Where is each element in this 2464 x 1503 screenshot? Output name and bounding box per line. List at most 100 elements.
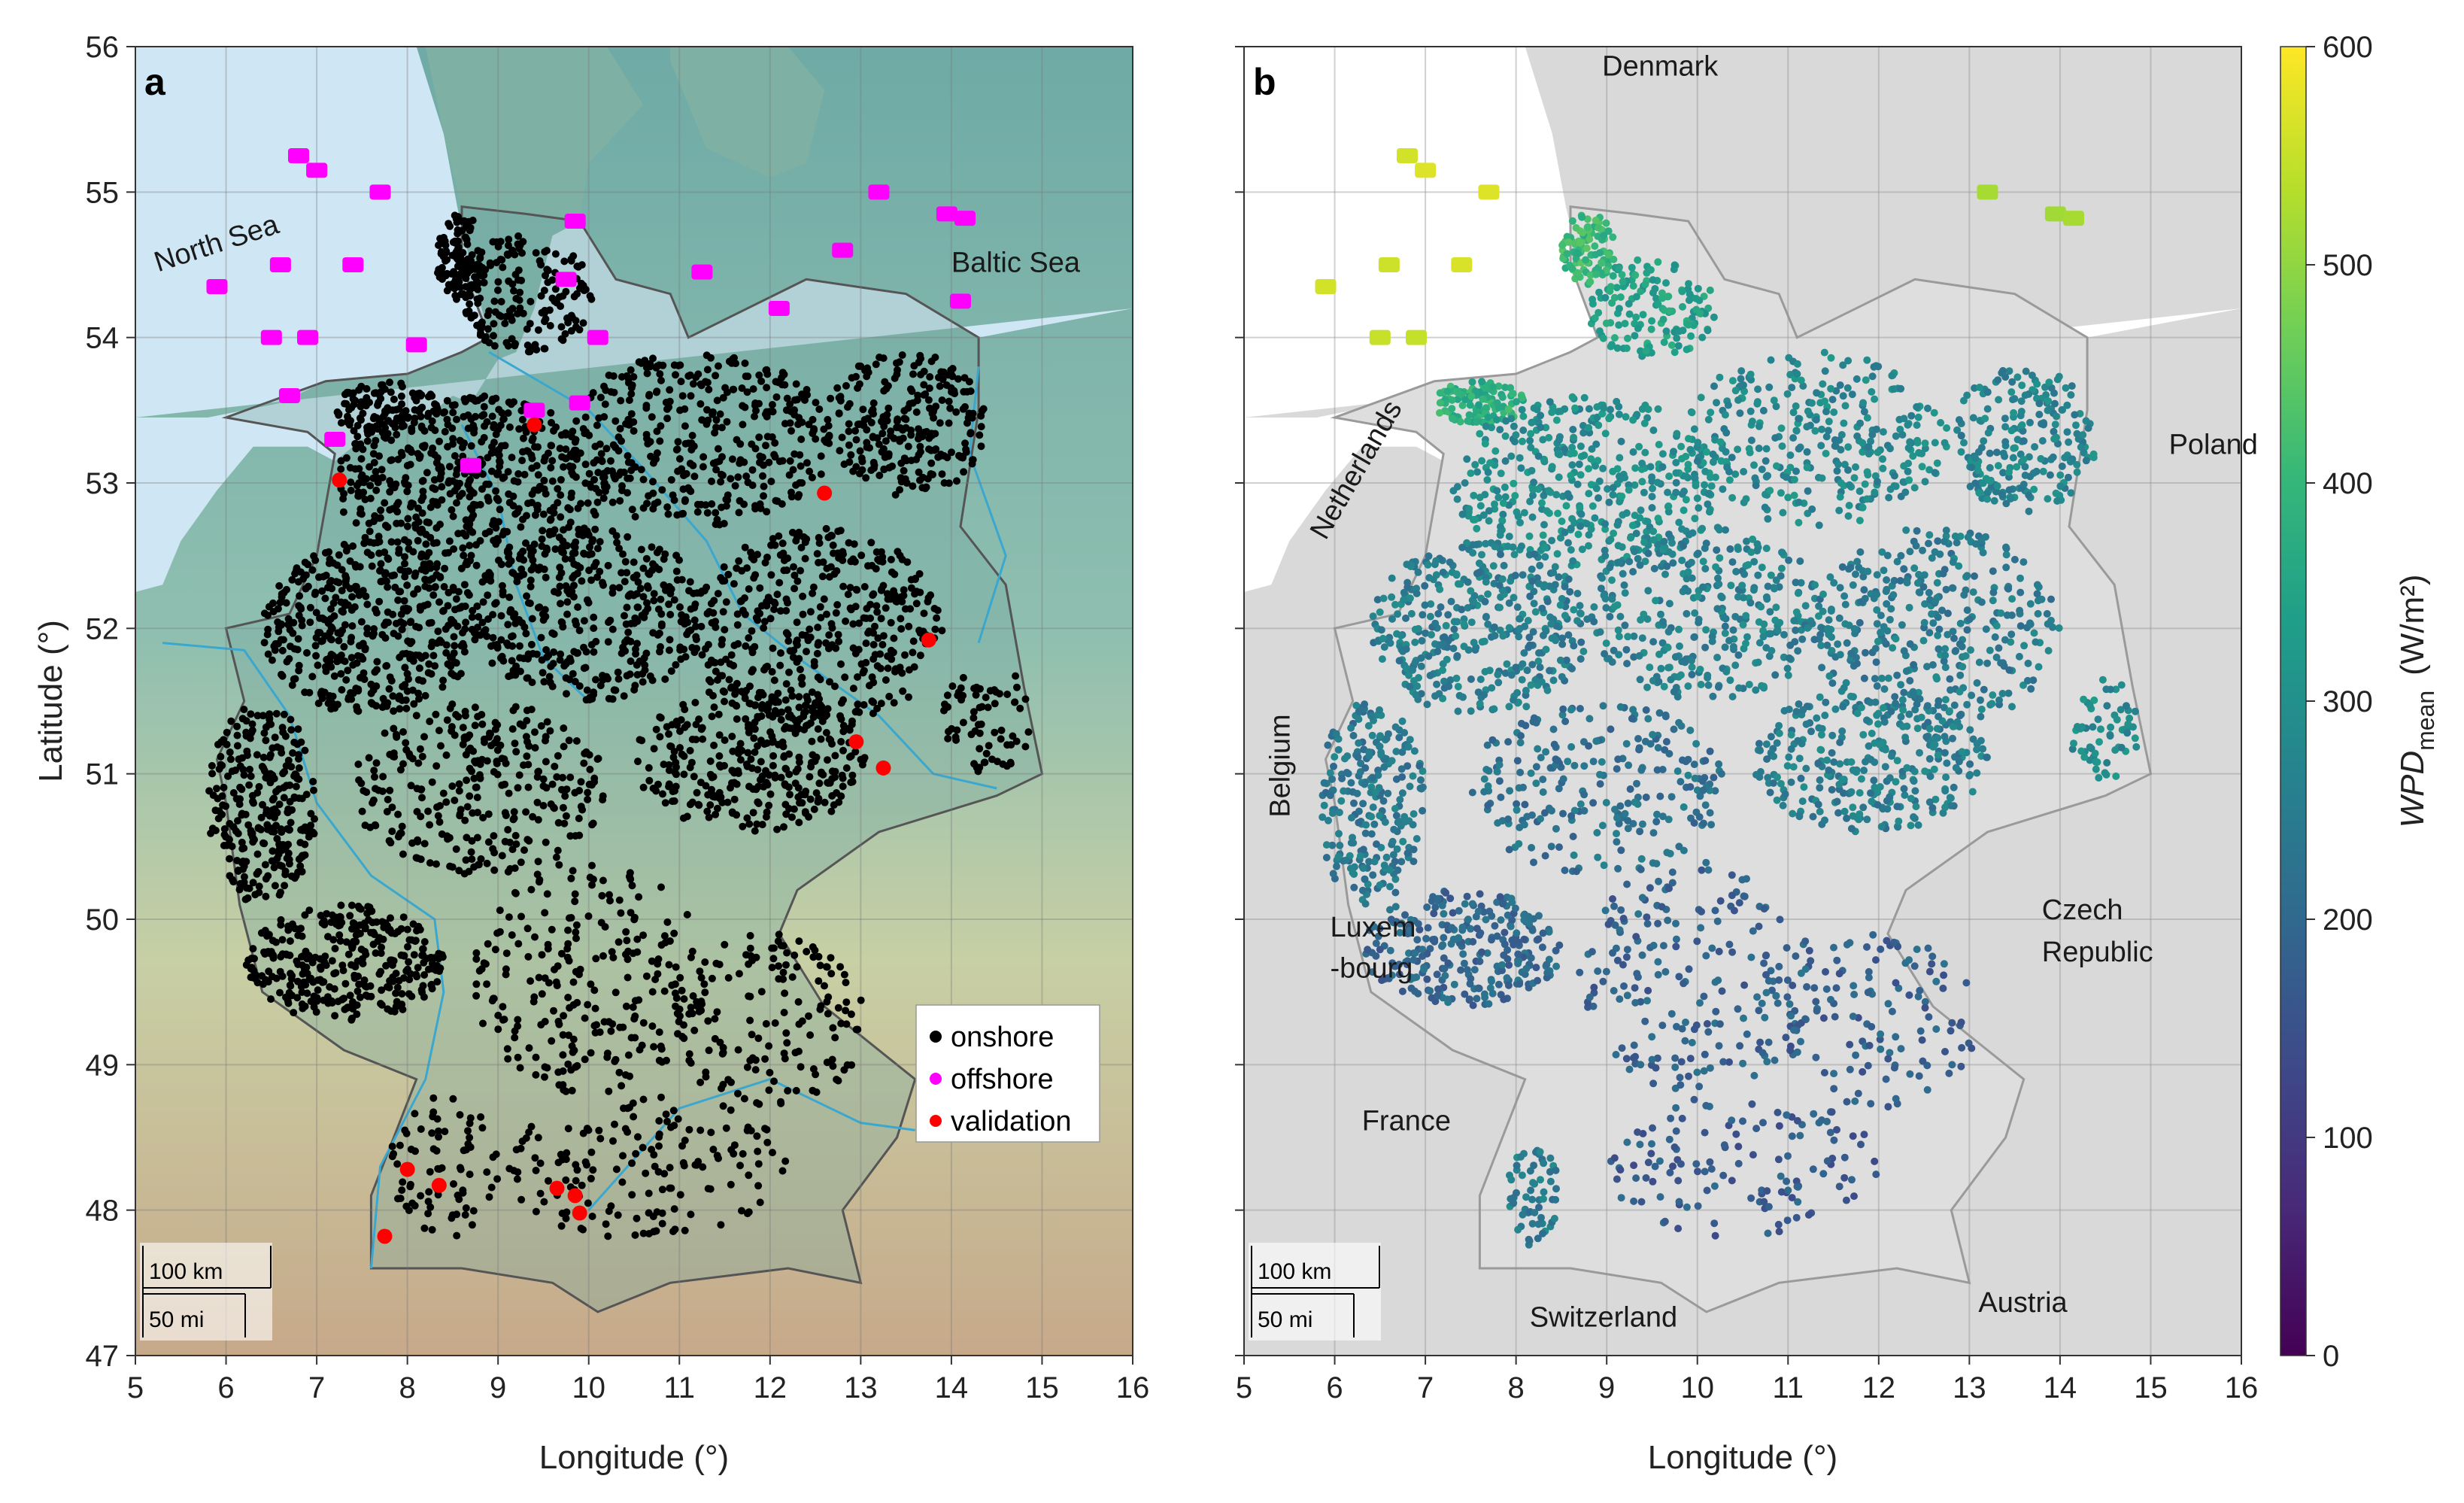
- onshore-point: [520, 846, 528, 855]
- onshore-point: [648, 676, 657, 685]
- onshore-point: [259, 753, 268, 761]
- onshore-point: [650, 597, 658, 605]
- onshore-point: [436, 572, 445, 581]
- onshore-point: [699, 1163, 707, 1171]
- onshore-point: [448, 619, 456, 627]
- onshore-point: [874, 555, 882, 563]
- onshore-point: [765, 1086, 773, 1095]
- onshore-point: [444, 602, 452, 610]
- onshore-point: [528, 490, 536, 498]
- onshore-point: [674, 1115, 682, 1123]
- onshore-point: [954, 691, 962, 700]
- onshore-point: [441, 427, 449, 436]
- onshore-point: [912, 600, 921, 608]
- onshore-point: [425, 576, 433, 584]
- onshore-point: [614, 668, 622, 676]
- onshore-point: [548, 925, 556, 934]
- map-label: Baltic Sea: [951, 247, 1081, 279]
- onshore-point: [484, 325, 492, 333]
- onshore-point: [571, 543, 579, 551]
- onshore-point: [782, 406, 790, 414]
- onshore-point: [411, 937, 420, 945]
- onshore-point: [459, 1189, 467, 1197]
- onshore-point: [584, 795, 592, 803]
- onshore-point: [611, 686, 620, 694]
- onshore-point: [493, 470, 501, 478]
- onshore-point: [437, 742, 445, 750]
- onshore-point: [708, 773, 716, 782]
- onshore-point: [336, 937, 344, 945]
- onshore-point: [820, 595, 828, 603]
- onshore-point: [741, 610, 749, 618]
- onshore-point: [472, 397, 480, 405]
- onshore-point: [248, 720, 256, 728]
- onshore-point: [855, 420, 863, 428]
- onshore-point: [401, 681, 409, 689]
- onshore-point: [863, 372, 871, 381]
- onshore-point: [991, 700, 999, 708]
- onshore-point: [812, 789, 821, 797]
- onshore-point: [479, 1019, 487, 1028]
- onshore-point: [772, 496, 780, 505]
- onshore-point: [618, 487, 626, 494]
- onshore-point: [702, 1068, 710, 1076]
- onshore-point: [794, 997, 803, 1006]
- onshore-point: [739, 822, 747, 830]
- onshore-point: [461, 603, 469, 610]
- onshore-point: [389, 692, 397, 700]
- onshore-point: [478, 618, 487, 627]
- onshore-point: [220, 825, 229, 833]
- onshore-point: [776, 607, 784, 615]
- onshore-point: [390, 753, 399, 761]
- onshore-point: [229, 789, 238, 797]
- onshore-point: [381, 548, 389, 557]
- onshore-point: [1024, 728, 1033, 736]
- onshore-point: [639, 475, 648, 484]
- onshore-point: [778, 1167, 787, 1175]
- onshore-point: [460, 581, 469, 589]
- onshore-point: [481, 626, 490, 634]
- onshore-point: [394, 810, 402, 818]
- onshore-point: [532, 1207, 540, 1216]
- onshore-point: [590, 1022, 599, 1030]
- onshore-point: [535, 973, 543, 982]
- onshore-point: [869, 410, 878, 418]
- onshore-point: [701, 988, 709, 997]
- onshore-point: [416, 603, 424, 611]
- onshore-point: [348, 593, 357, 601]
- onshore-point: [743, 814, 751, 822]
- onshore-point: [493, 758, 501, 766]
- onshore-point: [516, 288, 524, 296]
- onshore-point: [890, 634, 898, 642]
- onshore-point: [254, 867, 262, 876]
- onshore-point: [504, 621, 512, 629]
- onshore-point: [420, 958, 428, 967]
- onshore-point: [729, 355, 737, 363]
- onshore-point: [683, 812, 691, 821]
- onshore-point: [502, 965, 510, 973]
- onshore-point: [623, 937, 631, 945]
- onshore-point: [343, 388, 351, 396]
- onshore-point: [550, 803, 558, 812]
- onshore-point: [372, 486, 381, 494]
- onshore-point: [372, 468, 380, 475]
- onshore-point: [527, 1122, 536, 1131]
- onshore-point: [448, 506, 456, 514]
- onshore-point: [680, 770, 688, 779]
- onshore-point: [331, 1012, 339, 1020]
- onshore-point: [972, 691, 980, 699]
- onshore-point: [484, 940, 492, 948]
- onshore-point: [514, 940, 523, 948]
- onshore-point: [680, 1021, 687, 1029]
- onshore-point: [438, 830, 446, 838]
- onshore-point: [624, 452, 632, 460]
- onshore-point: [503, 250, 511, 258]
- onshore-point: [721, 697, 728, 706]
- onshore-point: [770, 1077, 778, 1086]
- onshore-point: [551, 285, 560, 293]
- onshore-point: [830, 570, 839, 578]
- onshore-point: [661, 550, 669, 558]
- onshore-point: [719, 1043, 727, 1052]
- onshore-point: [505, 594, 514, 601]
- onshore-point: [510, 287, 517, 295]
